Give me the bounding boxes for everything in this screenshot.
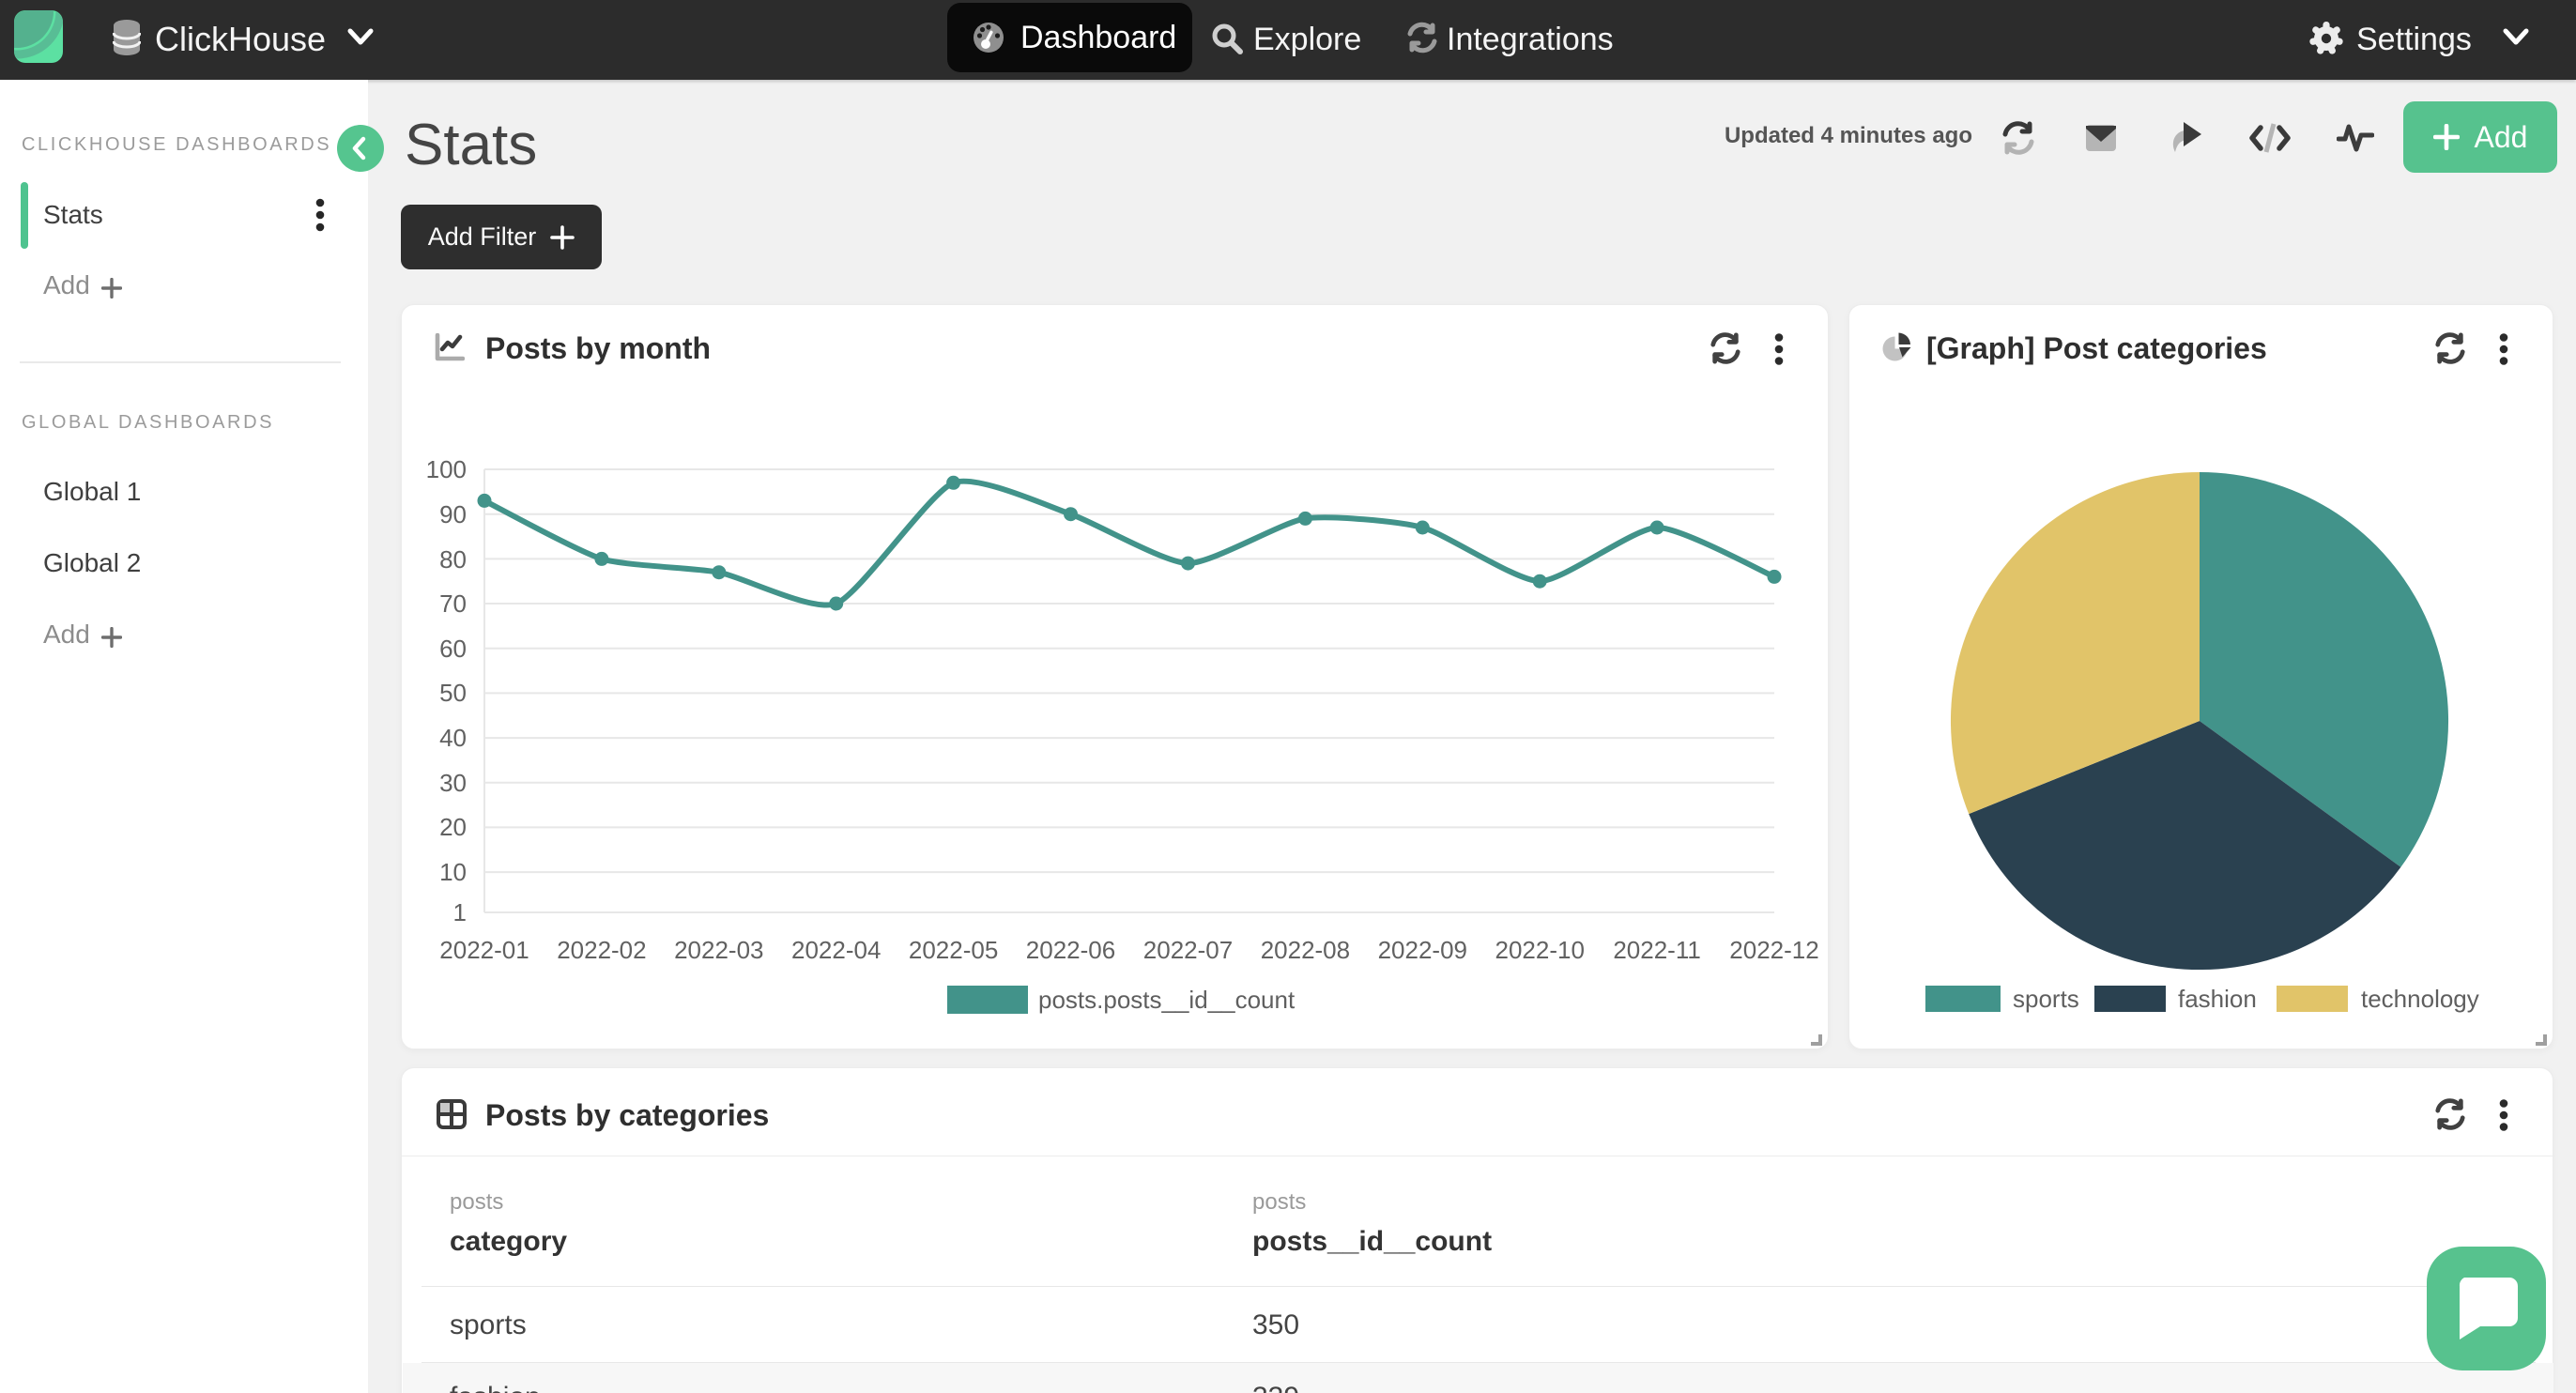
svg-text:40: 40	[439, 724, 467, 752]
svg-text:100: 100	[426, 455, 467, 483]
svg-text:sports: sports	[2013, 985, 2079, 1013]
svg-text:10: 10	[439, 858, 467, 886]
svg-text:60: 60	[439, 635, 467, 663]
svg-text:technology: technology	[2361, 985, 2479, 1013]
svg-text:2022-01: 2022-01	[439, 936, 529, 964]
svg-text:20: 20	[439, 813, 467, 841]
svg-text:2022-09: 2022-09	[1378, 936, 1467, 964]
svg-text:30: 30	[439, 769, 467, 797]
svg-text:2022-12: 2022-12	[1729, 936, 1818, 964]
svg-text:50: 50	[439, 679, 467, 707]
svg-text:posts.posts__id__count: posts.posts__id__count	[1038, 986, 1296, 1014]
svg-text:2022-11: 2022-11	[1613, 936, 1701, 964]
svg-text:2022-10: 2022-10	[1495, 936, 1584, 964]
svg-text:2022-02: 2022-02	[557, 936, 646, 964]
svg-text:2022-05: 2022-05	[909, 936, 998, 964]
svg-text:2022-03: 2022-03	[674, 936, 763, 964]
svg-text:90: 90	[439, 500, 467, 528]
svg-text:2022-08: 2022-08	[1261, 936, 1350, 964]
svg-text:70: 70	[439, 589, 467, 618]
svg-text:1: 1	[453, 898, 467, 926]
svg-text:2022-04: 2022-04	[791, 936, 881, 964]
svg-text:2022-07: 2022-07	[1143, 936, 1233, 964]
svg-text:80: 80	[439, 545, 467, 574]
svg-text:2022-06: 2022-06	[1026, 936, 1115, 964]
svg-text:fashion: fashion	[2178, 985, 2257, 1013]
